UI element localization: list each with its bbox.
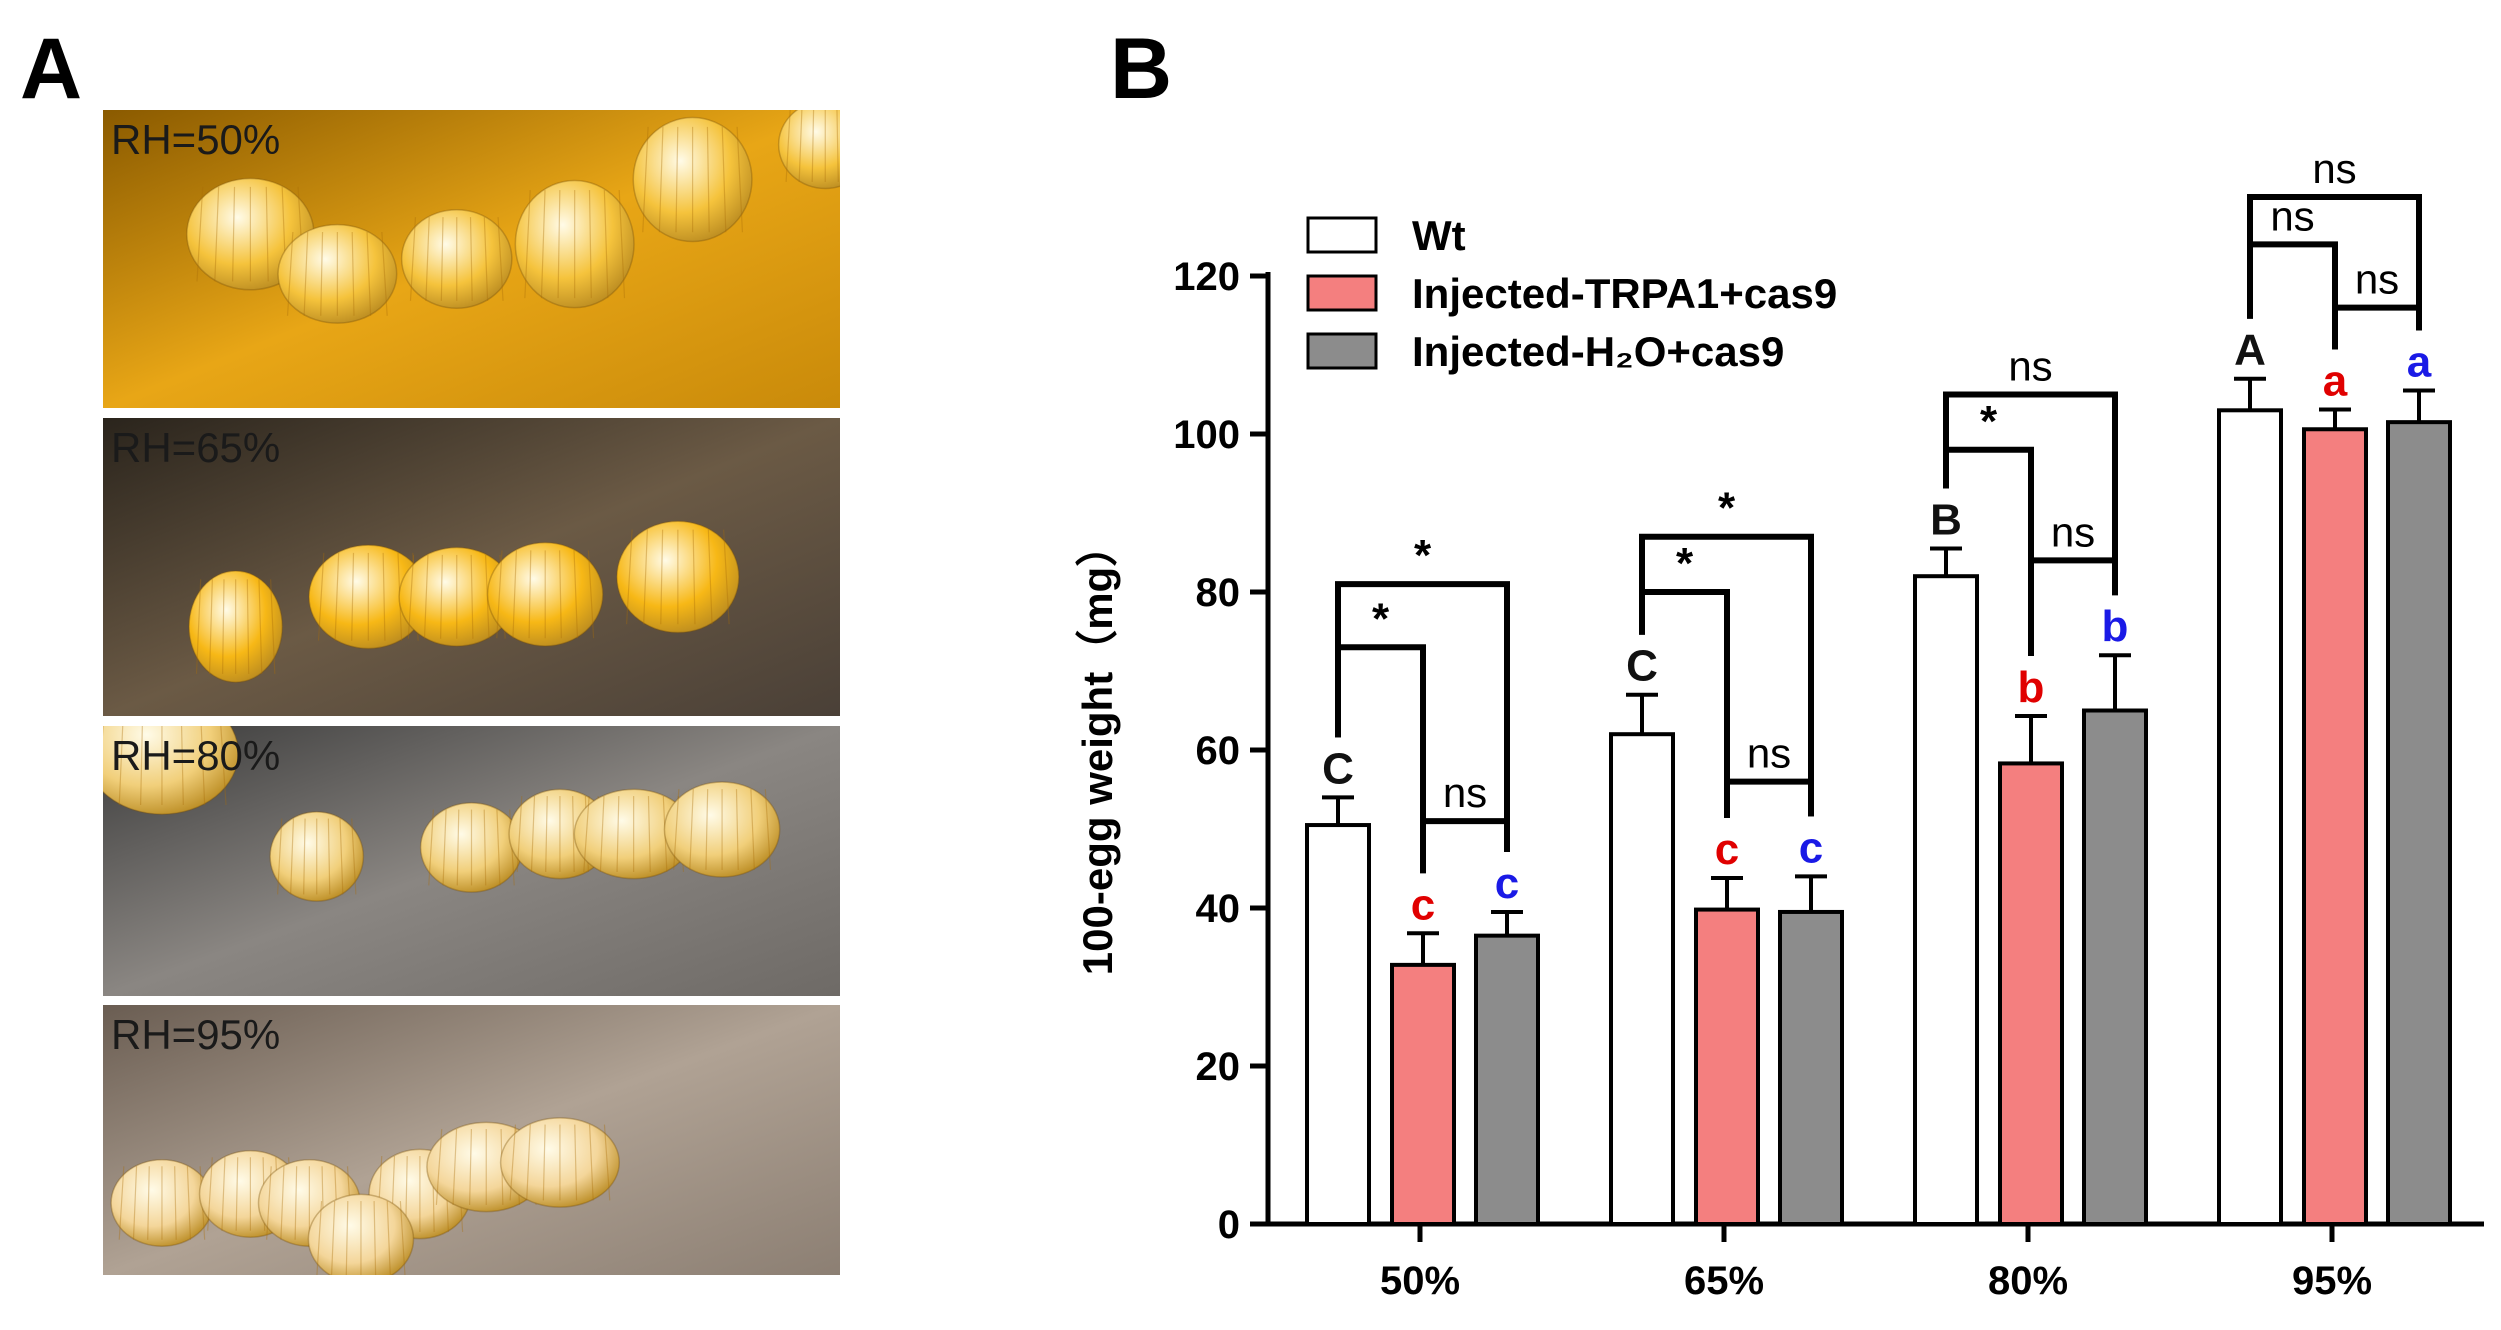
y-tick-label: 80 bbox=[1196, 571, 1241, 615]
comparison-label: ns bbox=[1443, 769, 1487, 816]
significance-letter: b bbox=[2018, 663, 2045, 712]
y-tick-label: 120 bbox=[1173, 255, 1240, 299]
photo-rh-80: RH=80% bbox=[103, 726, 840, 996]
bar bbox=[1778, 909, 1844, 1226]
comparison-bracket bbox=[1943, 391, 2118, 596]
panel-b-letter: B bbox=[1110, 21, 1173, 117]
comparison-label: ns bbox=[2355, 256, 2399, 303]
panel-a-letter: A bbox=[20, 21, 83, 117]
y-tick-label: 20 bbox=[1196, 1045, 1241, 1089]
bar bbox=[2386, 420, 2452, 1226]
bar bbox=[1390, 962, 1456, 1226]
significance-letter: c bbox=[1411, 880, 1435, 929]
photo-rh-95: RH=95% bbox=[103, 1005, 840, 1275]
bar bbox=[1305, 823, 1371, 1226]
bar bbox=[1609, 732, 1675, 1226]
legend-label: Injected-TRPA1+cas9 bbox=[1412, 270, 1837, 317]
x-tick-label: 65% bbox=[1684, 1259, 1764, 1303]
comparison-bracket bbox=[2247, 194, 2422, 331]
significance-letter: c bbox=[1495, 859, 1519, 908]
significance-letter: A bbox=[2234, 326, 2266, 375]
comparison-label: ns bbox=[2051, 508, 2095, 555]
significance-letter: c bbox=[1715, 825, 1739, 874]
photo-label: RH=65% bbox=[111, 424, 281, 471]
significance-letter: C bbox=[1626, 642, 1658, 691]
legend-swatch bbox=[1306, 216, 1378, 254]
legend-label: Wt bbox=[1412, 212, 1466, 259]
comparison-bracket bbox=[2028, 557, 2118, 657]
bar bbox=[1913, 574, 1979, 1226]
comparison-bracket bbox=[1335, 581, 1510, 852]
photo-label: RH=50% bbox=[111, 116, 281, 163]
comparison-bracket bbox=[1724, 778, 1814, 818]
comparison-bracket bbox=[1639, 533, 1814, 817]
bar bbox=[2302, 427, 2368, 1226]
bar bbox=[1694, 907, 1760, 1227]
bar bbox=[1998, 761, 2064, 1226]
comparison-label: * bbox=[1676, 539, 1694, 588]
y-tick-label: 60 bbox=[1196, 729, 1241, 773]
significance-letter: a bbox=[2323, 357, 2348, 406]
photo-label: RH=80% bbox=[111, 732, 281, 779]
x-tick-label: 50% bbox=[1380, 1259, 1460, 1303]
x-tick-label: 80% bbox=[1988, 1259, 2068, 1303]
comparison-bracket bbox=[2332, 304, 2422, 350]
bar bbox=[2082, 708, 2148, 1226]
bar bbox=[2217, 408, 2283, 1226]
legend-label: Injected-H₂O+cas9 bbox=[1412, 328, 1784, 375]
comparison-label: * bbox=[1414, 531, 1432, 580]
y-tick-label: 40 bbox=[1196, 887, 1241, 931]
x-tick-label: 95% bbox=[2292, 1259, 2372, 1303]
significance-letter: c bbox=[1799, 823, 1823, 872]
legend-swatch bbox=[1306, 332, 1378, 370]
comparison-label: ns bbox=[2312, 145, 2356, 192]
comparison-label: * bbox=[1372, 594, 1390, 643]
photo-rh-50: RH=50% bbox=[103, 110, 840, 408]
y-tick-label: 100 bbox=[1173, 413, 1240, 457]
legend-swatch bbox=[1306, 274, 1378, 312]
y-tick-label: 0 bbox=[1218, 1203, 1240, 1247]
comparison-label: * bbox=[1718, 484, 1736, 533]
bar bbox=[1474, 933, 1540, 1227]
significance-letter: b bbox=[2102, 602, 2129, 651]
photo-label: RH=95% bbox=[111, 1011, 281, 1058]
photo-rh-65: RH=65% bbox=[103, 418, 840, 716]
comparison-label: * bbox=[1980, 397, 1998, 446]
y-axis-label: 100-egg weight（mg） bbox=[1074, 525, 1121, 975]
comparison-label: ns bbox=[2008, 343, 2052, 390]
comparison-label: ns bbox=[1747, 730, 1791, 777]
comparison-label: ns bbox=[2270, 192, 2314, 239]
significance-letter: a bbox=[2407, 338, 2432, 387]
significance-letter: C bbox=[1322, 744, 1354, 793]
significance-letter: B bbox=[1930, 496, 1962, 545]
comparison-bracket bbox=[1420, 818, 1510, 874]
